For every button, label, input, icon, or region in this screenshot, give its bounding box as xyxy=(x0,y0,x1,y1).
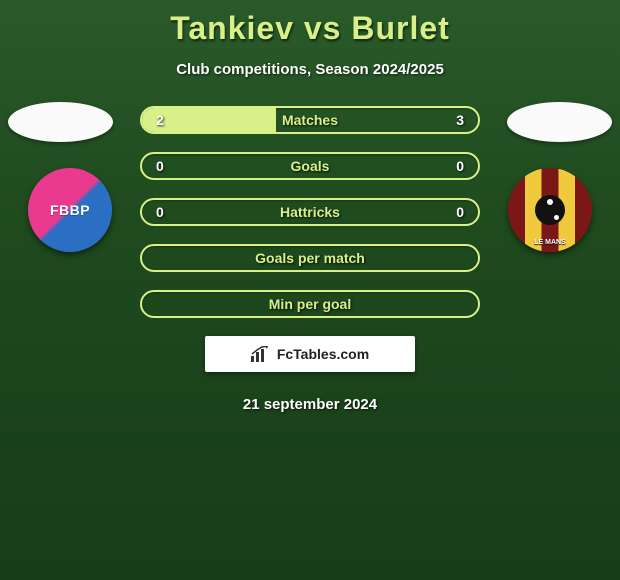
stat-row-min-per-goal: Min per goal xyxy=(140,290,480,318)
comparison-panel: FBBP LE MANS 2 Matches 3 0 Goals 0 0 Hat… xyxy=(0,106,620,413)
page-title: Tankiev vs Burlet xyxy=(0,0,620,47)
player-left-placeholder xyxy=(8,102,113,142)
site-logo-text: FcTables.com xyxy=(277,346,369,362)
team-badge-right-label: LE MANS xyxy=(508,239,592,246)
stat-left-value: 0 xyxy=(156,204,164,220)
player-right-placeholder xyxy=(507,102,612,142)
stat-left-value: 0 xyxy=(156,158,164,174)
stat-row-goals-per-match: Goals per match xyxy=(140,244,480,272)
date-label: 21 september 2024 xyxy=(0,396,620,413)
stat-row-goals: 0 Goals 0 xyxy=(140,152,480,180)
stats-bars: 2 Matches 3 0 Goals 0 0 Hattricks 0 Goal… xyxy=(140,106,480,318)
stat-label: Goals xyxy=(291,158,330,174)
stat-label: Matches xyxy=(282,112,338,128)
stat-right-value: 0 xyxy=(456,204,464,220)
stat-left-value: 2 xyxy=(156,112,164,128)
stat-label: Min per goal xyxy=(269,296,351,312)
site-logo[interactable]: FcTables.com xyxy=(205,336,415,372)
stat-label: Goals per match xyxy=(255,250,365,266)
stat-right-value: 0 xyxy=(456,158,464,174)
page-subtitle: Club competitions, Season 2024/2025 xyxy=(0,61,620,78)
team-badge-left-label: FBBP xyxy=(50,202,90,218)
chart-icon xyxy=(251,346,271,362)
stat-label: Hattricks xyxy=(280,204,340,220)
stat-right-value: 3 xyxy=(456,112,464,128)
ball-icon xyxy=(535,195,565,225)
stat-row-hattricks: 0 Hattricks 0 xyxy=(140,198,480,226)
team-badge-right: LE MANS xyxy=(508,168,592,252)
stat-row-matches: 2 Matches 3 xyxy=(140,106,480,134)
team-badge-left: FBBP xyxy=(28,168,112,252)
